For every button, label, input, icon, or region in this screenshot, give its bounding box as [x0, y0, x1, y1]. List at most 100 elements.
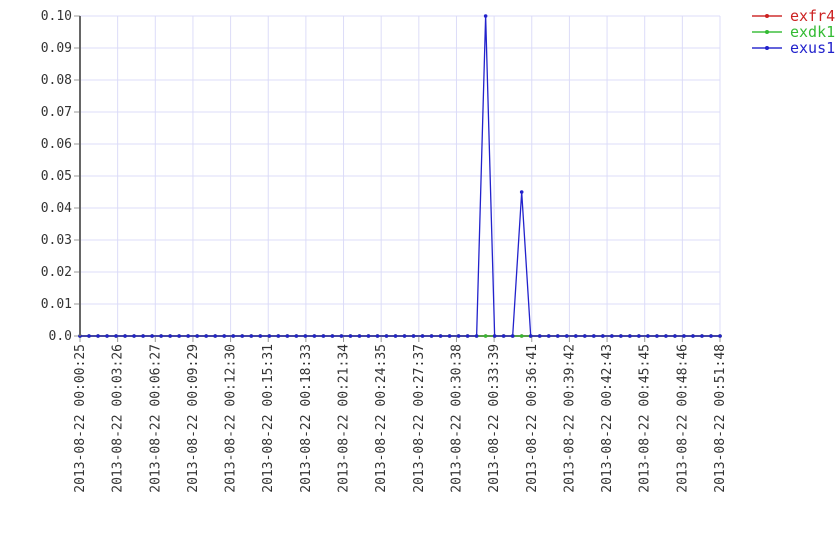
- data-point-exus1: [339, 334, 344, 338]
- data-point-exus1: [592, 334, 596, 338]
- data-point-exus1: [655, 334, 659, 338]
- data-point-exus1: [321, 334, 326, 338]
- y-tick-label: 0.08: [41, 73, 72, 88]
- data-point-exus1: [132, 334, 136, 338]
- legend-swatch-dot: [765, 30, 769, 34]
- x-tick-label: 2013-08-22 00:06:27: [148, 344, 163, 493]
- data-point-exus1: [177, 334, 181, 338]
- data-point-exus1: [186, 334, 190, 338]
- data-point-exus1: [673, 334, 677, 338]
- series-group: [78, 14, 722, 338]
- data-point-exus1: [420, 334, 425, 338]
- data-point-exus1: [619, 334, 623, 338]
- legend-swatch-dot: [765, 46, 769, 50]
- x-tick-label: 2013-08-22 00:42:43: [600, 344, 615, 493]
- x-tick-label: 2013-08-22 00:24:35: [374, 344, 389, 493]
- data-point-exus1: [96, 334, 100, 338]
- x-tick-label: 2013-08-22 00:00:25: [73, 344, 88, 493]
- legend-item-exfr4: exfr4: [752, 7, 835, 25]
- data-point-exus1: [582, 334, 587, 338]
- data-point-exus1: [564, 334, 569, 338]
- data-point-exus1: [456, 334, 461, 338]
- y-axis-ticks: 0.0 0.01 0.02 0.03 0.04 0.05 0.06 0.07 0.08 0.09 0…: [41, 9, 80, 344]
- data-point-exus1: [249, 334, 254, 338]
- data-point-exus1: [628, 334, 632, 338]
- data-point-exus1: [348, 334, 353, 338]
- data-point-exus1: [123, 334, 127, 338]
- x-tick-label: 2013-08-22 00:12:30: [224, 344, 239, 493]
- x-tick-label: 2013-08-22 00:27:37: [412, 344, 427, 493]
- data-point-exus1: [114, 334, 118, 338]
- data-point-exus1: [294, 334, 299, 338]
- legend-label: exus1: [790, 39, 835, 57]
- y-tick-label: 0.06: [41, 137, 72, 152]
- data-point-exus1: [718, 334, 722, 338]
- y-tick-label: 0.0: [49, 329, 72, 344]
- x-tick-label: 2013-08-22 00:45:45: [638, 344, 653, 493]
- legend-item-exus1: exus1: [752, 39, 835, 57]
- data-point-exus1: [402, 334, 407, 338]
- data-point-exus1: [447, 334, 452, 338]
- data-point-exus1: [429, 334, 434, 338]
- data-point-exus1: [357, 334, 362, 338]
- data-point-exus1: [141, 334, 145, 338]
- data-point-exus1: [222, 334, 227, 338]
- x-tick-label: 2013-08-22 00:33:39: [487, 344, 502, 493]
- data-point-exus1: [204, 334, 208, 338]
- data-point-exus1: [700, 334, 704, 338]
- data-point-exus1: [474, 334, 479, 338]
- data-point-exus1: [601, 334, 605, 338]
- data-point-exus1: [384, 334, 389, 338]
- y-tick-label: 0.09: [41, 41, 72, 56]
- data-point-exus1: [555, 334, 560, 338]
- data-point-exus1: [213, 334, 218, 338]
- data-point-exus1: [646, 334, 650, 338]
- data-point-exus1: [438, 334, 443, 338]
- x-tick-label: 2013-08-22 00:09:29: [186, 344, 201, 493]
- data-point-exus1: [312, 334, 317, 338]
- y-tick-label: 0.02: [41, 265, 72, 280]
- data-point-exus1: [150, 334, 154, 338]
- legend-label: exfr4: [790, 7, 835, 25]
- data-point-exus1: [195, 334, 199, 338]
- x-tick-label: 2013-08-22 00:21:34: [337, 344, 352, 493]
- data-point-exus1: [303, 334, 308, 338]
- y-tick-label: 0.10: [41, 9, 72, 24]
- x-tick-label: 2013-08-22 00:39:42: [562, 344, 577, 493]
- x-tick-label: 2013-08-22 00:18:33: [299, 344, 314, 493]
- legend-swatch-dot: [765, 14, 769, 18]
- data-point-exus1: [537, 334, 542, 338]
- data-point-exus1: [285, 334, 290, 338]
- data-point-exus1: [105, 334, 109, 338]
- data-point-exus1: [546, 334, 551, 338]
- y-tick-label: 0.07: [41, 105, 72, 120]
- data-point-exus1: [519, 190, 524, 194]
- data-point-exus1: [393, 334, 398, 338]
- data-point-exus1: [159, 334, 163, 338]
- y-tick-label: 0.04: [41, 201, 72, 216]
- data-point-exus1: [483, 14, 488, 18]
- x-tick-label: 2013-08-22 00:51:48: [713, 344, 728, 493]
- x-tick-label: 2013-08-22 00:48:46: [675, 344, 690, 493]
- y-tick-label: 0.03: [41, 233, 72, 248]
- legend-label: exdk1: [790, 23, 835, 41]
- data-point-exus1: [610, 334, 614, 338]
- data-point-exus1: [691, 334, 695, 338]
- data-point-exus1: [411, 334, 416, 338]
- data-point-exus1: [573, 334, 578, 338]
- data-point-exus1: [87, 334, 91, 338]
- x-tick-label: 2013-08-22 00:15:31: [261, 344, 276, 493]
- data-point-exus1: [375, 334, 380, 338]
- data-point-exus1: [709, 334, 713, 338]
- data-point-exdk1: [519, 334, 524, 338]
- y-tick-label: 0.05: [41, 169, 72, 184]
- data-point-exus1: [510, 334, 515, 338]
- data-point-exus1: [664, 334, 668, 338]
- data-point-exus1: [492, 334, 497, 338]
- data-point-exus1: [240, 334, 245, 338]
- data-point-exus1: [501, 334, 506, 338]
- data-point-exus1: [366, 334, 371, 338]
- data-point-exus1: [168, 334, 172, 338]
